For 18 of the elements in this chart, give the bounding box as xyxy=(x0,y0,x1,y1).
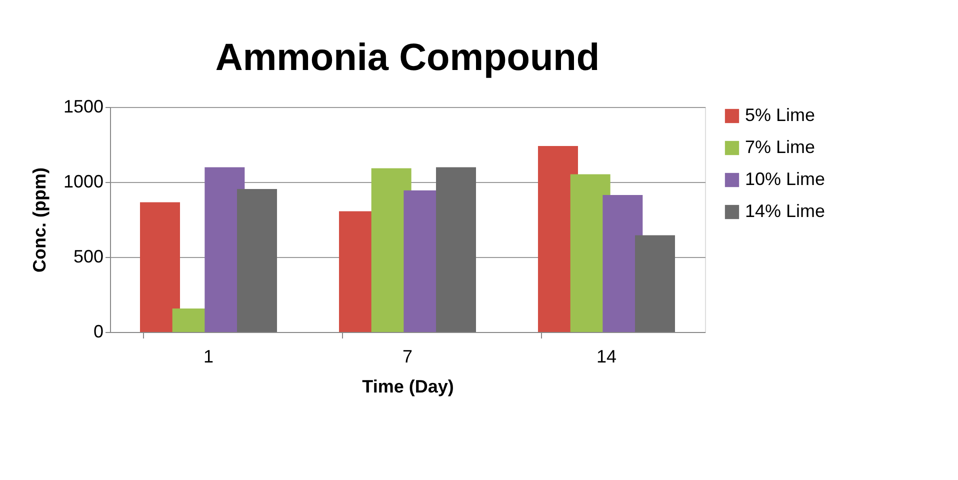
legend-label: 5% Lime xyxy=(745,105,816,125)
bar xyxy=(635,235,675,332)
y-axis-title: Conc. (ppm) xyxy=(29,168,50,272)
x-tick-label: 7 xyxy=(402,346,413,366)
bar xyxy=(140,202,180,332)
bar xyxy=(436,167,476,332)
chart-title: Ammonia Compound xyxy=(215,37,600,79)
y-tick-label: 1000 xyxy=(63,172,104,192)
legend-label: 10% Lime xyxy=(745,169,826,189)
x-tick-label: 14 xyxy=(596,346,617,366)
y-tick-label: 0 xyxy=(93,322,104,342)
legend-label: 14% Lime xyxy=(745,201,826,221)
bar xyxy=(237,189,278,332)
x-tick-label: 1 xyxy=(203,346,214,366)
legend-label: 7% Lime xyxy=(745,137,816,157)
x-axis-title: Time (Day) xyxy=(362,376,454,396)
y-tick-label: 1500 xyxy=(63,96,104,116)
y-tick-label: 500 xyxy=(73,246,104,266)
